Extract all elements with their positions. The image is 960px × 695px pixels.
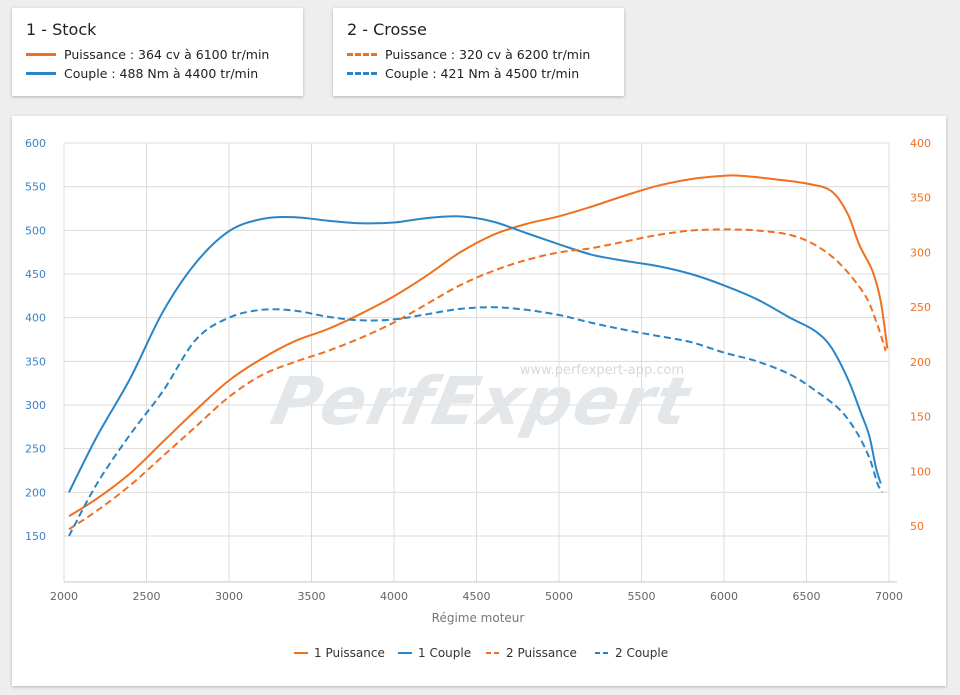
legend-label: 2 Couple: [615, 646, 668, 660]
info-line-couple: Couple : 488 Nm à 4400 tr/min: [26, 64, 289, 83]
x-tick-label: 3000: [215, 590, 243, 603]
info-line-text: Couple : 488 Nm à 4400 tr/min: [64, 66, 259, 81]
info-line-text: Puissance : 364 cv à 6100 tr/min: [64, 47, 270, 62]
info-line-puissance: Puissance : 364 cv à 6100 tr/min: [26, 45, 289, 64]
legend-label: 2 Puissance: [506, 646, 577, 660]
y-right-tick-label: 350: [910, 192, 931, 205]
y-left-tick-label: 250: [25, 443, 46, 456]
y-left-tick-label: 400: [25, 312, 46, 325]
y-right-tick-label: 300: [910, 246, 931, 259]
legend-swatch: [347, 53, 377, 56]
info-box-crosse: 2 - Crosse Puissance : 320 cv à 6200 tr/…: [333, 8, 624, 96]
y-right-tick-label: 200: [910, 356, 931, 369]
legend-label: 1 Couple: [418, 646, 471, 660]
y-right-tick-label: 50: [910, 520, 924, 533]
series-line-1-couple: [68, 215, 882, 493]
y-right-tick-label: 100: [910, 465, 931, 478]
grid: [63, 142, 897, 583]
dyno-chart: www.perfexpert-app.com PerfExpert 2000 25…: [25, 137, 931, 660]
y-left-tick-label: 150: [25, 530, 46, 543]
legend-item: 1 Puissance: [294, 646, 385, 660]
y-right-tick-label: 150: [910, 411, 931, 424]
series-line-2-couple: [68, 306, 884, 537]
chart-legend: 1 Puissance 1 Couple 2 Puissance 2 Couple: [294, 646, 668, 660]
y-right-tick-label: 400: [910, 137, 931, 150]
watermark: www.perfexpert-app.com PerfExpert: [265, 363, 698, 440]
x-tick-label: 2500: [133, 590, 161, 603]
x-tick-label: 3500: [298, 590, 326, 603]
y-left-tick-label: 200: [25, 486, 46, 499]
legend-label: 1 Puissance: [314, 646, 385, 660]
legend-item: 1 Couple: [398, 646, 471, 660]
info-line-couple: Couple : 421 Nm à 4500 tr/min: [347, 64, 610, 83]
x-tick-label: 6000: [710, 590, 738, 603]
info-line-puissance: Puissance : 320 cv à 6200 tr/min: [347, 45, 610, 64]
y-left-tick-label: 600: [25, 137, 46, 150]
watermark-url: www.perfexpert-app.com: [520, 363, 684, 378]
x-tick-label: 4000: [380, 590, 408, 603]
legend-item: 2 Couple: [595, 646, 668, 660]
y-left-tick-label: 300: [25, 399, 46, 412]
info-box-stock: 1 - Stock Puissance : 364 cv à 6100 tr/m…: [12, 8, 303, 96]
info-line-text: Puissance : 320 cv à 6200 tr/min: [385, 47, 591, 62]
info-title: 1 - Stock: [26, 20, 97, 39]
series-line-2-puissance: [68, 228, 887, 531]
tick-labels: 2000 2500 3000 3500 4000 4500 5000 5500 6000 6500…: [25, 137, 931, 603]
legend-item: 2 Puissance: [486, 646, 577, 660]
series-lines: [68, 174, 889, 537]
y-right-tick-label: 250: [910, 301, 931, 314]
y-left-tick-label: 500: [25, 224, 46, 237]
legend-swatch: [26, 72, 56, 75]
x-axis-label: Régime moteur: [432, 611, 525, 625]
chart-panel: www.perfexpert-app.com PerfExpert 2000 25…: [12, 116, 946, 686]
legend-swatch: [347, 72, 377, 75]
x-tick-label: 4500: [463, 590, 491, 603]
y-left-tick-label: 350: [25, 355, 46, 368]
y-left-tick-label: 550: [25, 181, 46, 194]
y-left-tick-label: 450: [25, 268, 46, 281]
series-line-1-puissance: [68, 174, 889, 518]
x-tick-label: 6500: [793, 590, 821, 603]
x-tick-label: 2000: [50, 590, 78, 603]
legend-swatch: [26, 53, 56, 56]
x-tick-label: 5500: [628, 590, 656, 603]
x-tick-label: 7000: [875, 590, 903, 603]
info-line-text: Couple : 421 Nm à 4500 tr/min: [385, 66, 580, 81]
info-title: 2 - Crosse: [347, 20, 427, 39]
x-tick-label: 5000: [545, 590, 573, 603]
watermark-logo: PerfExpert: [265, 363, 698, 440]
